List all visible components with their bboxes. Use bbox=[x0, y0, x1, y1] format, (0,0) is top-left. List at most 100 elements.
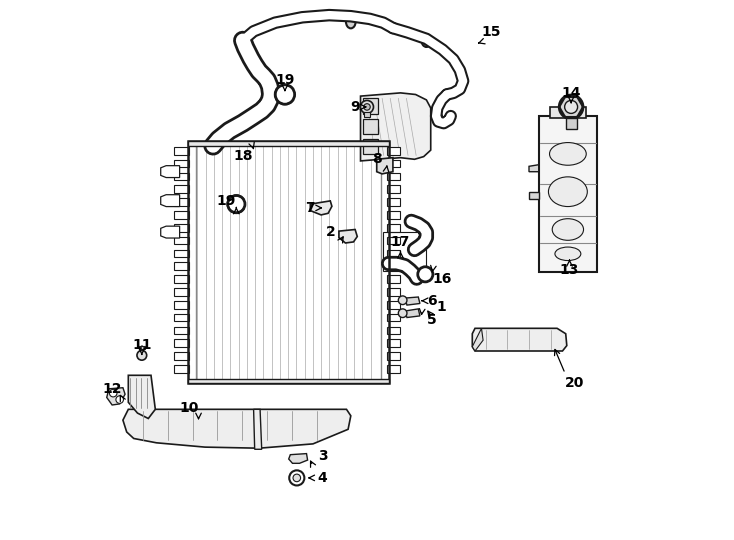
Circle shape bbox=[564, 100, 578, 113]
Ellipse shape bbox=[548, 177, 587, 206]
Bar bbox=[188, 379, 388, 383]
Polygon shape bbox=[161, 226, 180, 238]
Bar bbox=[363, 98, 378, 114]
Bar bbox=[387, 288, 401, 296]
Text: 10: 10 bbox=[179, 401, 198, 415]
Bar bbox=[174, 314, 189, 321]
Bar bbox=[174, 340, 189, 347]
Ellipse shape bbox=[555, 247, 581, 261]
Ellipse shape bbox=[421, 34, 432, 47]
Bar bbox=[174, 198, 189, 206]
Text: 20: 20 bbox=[565, 376, 584, 390]
Text: 9: 9 bbox=[350, 100, 360, 114]
Bar bbox=[387, 365, 401, 373]
Polygon shape bbox=[472, 328, 483, 351]
Bar bbox=[174, 262, 189, 270]
Bar bbox=[364, 112, 370, 117]
Bar bbox=[387, 352, 401, 360]
Ellipse shape bbox=[228, 195, 245, 213]
Bar bbox=[188, 141, 388, 383]
Circle shape bbox=[289, 470, 305, 485]
Text: 16: 16 bbox=[433, 272, 452, 286]
Ellipse shape bbox=[275, 85, 294, 104]
Text: 1: 1 bbox=[437, 300, 446, 314]
Bar bbox=[383, 232, 426, 271]
Polygon shape bbox=[377, 158, 393, 174]
Bar bbox=[174, 249, 189, 257]
Bar bbox=[174, 288, 189, 296]
Text: 11: 11 bbox=[132, 338, 151, 352]
Bar bbox=[387, 211, 401, 219]
Polygon shape bbox=[472, 328, 567, 351]
Text: 12: 12 bbox=[102, 382, 122, 396]
Ellipse shape bbox=[552, 219, 584, 240]
Polygon shape bbox=[404, 309, 420, 318]
Text: 14: 14 bbox=[562, 86, 581, 100]
Polygon shape bbox=[529, 165, 539, 172]
Polygon shape bbox=[404, 297, 420, 305]
Text: 7: 7 bbox=[305, 201, 315, 215]
Bar bbox=[174, 173, 189, 180]
Bar bbox=[387, 249, 401, 257]
Bar bbox=[174, 327, 189, 334]
Text: 19: 19 bbox=[275, 73, 294, 87]
Bar bbox=[174, 237, 189, 245]
Bar bbox=[387, 160, 401, 167]
Bar bbox=[387, 147, 401, 154]
Bar bbox=[387, 262, 401, 270]
Text: 2: 2 bbox=[325, 225, 335, 239]
Text: 18: 18 bbox=[233, 148, 252, 163]
Text: 6: 6 bbox=[427, 294, 437, 308]
Bar bbox=[174, 211, 189, 219]
Circle shape bbox=[399, 296, 407, 305]
Bar bbox=[174, 160, 189, 167]
Text: 19: 19 bbox=[217, 194, 236, 208]
Text: 5: 5 bbox=[427, 313, 437, 327]
Polygon shape bbox=[123, 409, 351, 448]
Bar bbox=[363, 139, 378, 154]
Circle shape bbox=[109, 389, 117, 397]
Ellipse shape bbox=[418, 267, 433, 282]
Polygon shape bbox=[128, 375, 156, 418]
Bar bbox=[539, 116, 597, 272]
Bar bbox=[174, 185, 189, 193]
Text: 17: 17 bbox=[390, 235, 410, 249]
Bar bbox=[387, 173, 401, 180]
Text: 13: 13 bbox=[560, 263, 579, 277]
Bar bbox=[387, 327, 401, 334]
Bar bbox=[174, 224, 189, 232]
Circle shape bbox=[559, 95, 583, 119]
Circle shape bbox=[360, 100, 374, 113]
Bar bbox=[387, 340, 401, 347]
Text: 15: 15 bbox=[482, 25, 501, 39]
Polygon shape bbox=[161, 195, 180, 207]
Text: 3: 3 bbox=[318, 449, 327, 463]
Polygon shape bbox=[529, 192, 539, 199]
Circle shape bbox=[364, 104, 370, 110]
Bar bbox=[174, 147, 189, 154]
Bar bbox=[139, 346, 145, 349]
Polygon shape bbox=[310, 201, 332, 215]
Bar bbox=[550, 107, 586, 118]
Bar bbox=[174, 301, 189, 308]
Polygon shape bbox=[106, 388, 125, 405]
Bar bbox=[387, 185, 401, 193]
Circle shape bbox=[116, 396, 123, 403]
Circle shape bbox=[293, 474, 301, 482]
Bar bbox=[566, 118, 576, 129]
Text: 4: 4 bbox=[318, 471, 327, 485]
Polygon shape bbox=[339, 230, 357, 243]
Bar bbox=[387, 301, 401, 308]
Text: 8: 8 bbox=[372, 152, 382, 166]
Bar bbox=[387, 198, 401, 206]
Ellipse shape bbox=[550, 143, 586, 165]
Polygon shape bbox=[254, 409, 262, 449]
Polygon shape bbox=[288, 454, 308, 463]
Bar bbox=[174, 275, 189, 283]
Bar bbox=[387, 275, 401, 283]
Bar bbox=[387, 237, 401, 245]
Bar bbox=[387, 314, 401, 321]
Circle shape bbox=[137, 350, 147, 360]
Polygon shape bbox=[360, 93, 431, 161]
Bar bbox=[387, 224, 401, 232]
